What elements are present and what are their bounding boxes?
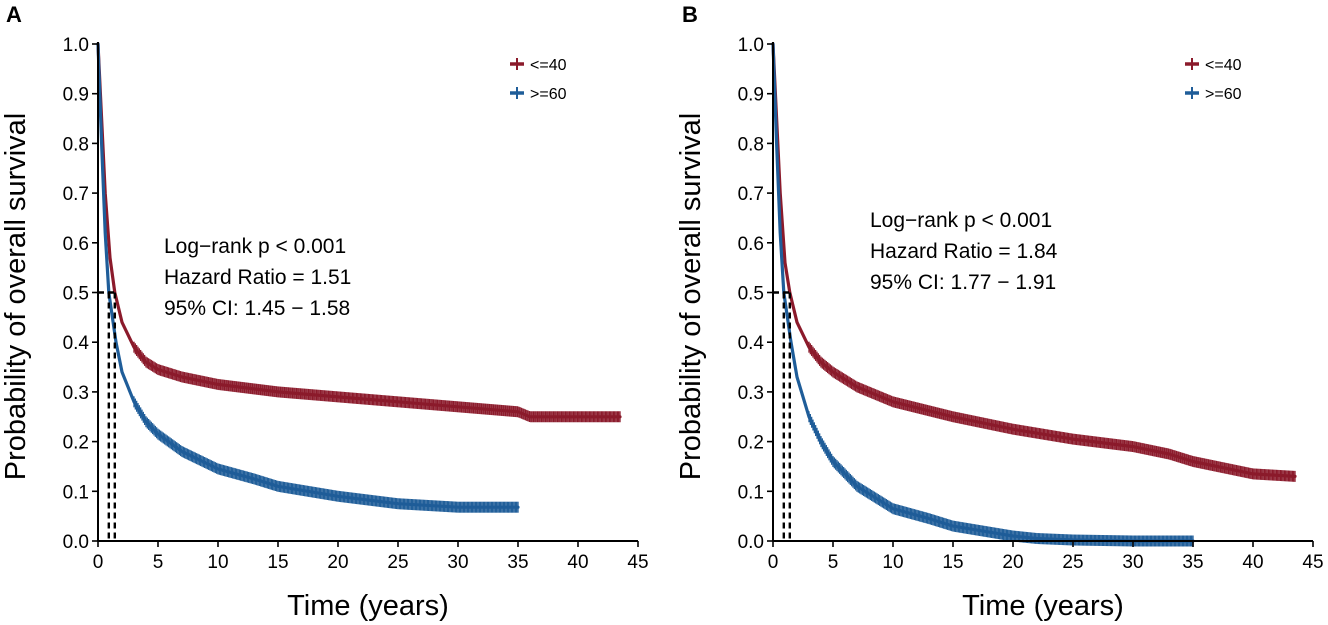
panel-letter: A (6, 2, 22, 27)
legend-item: <=40 (1185, 57, 1242, 74)
panel-a: A 0.0 0.1 0.2 0.3 0.4 0.5 0.6 0.7 0.8 0.9 1.0 0 5 10 15… (0, 2, 649, 622)
x-tick-label: 25 (1062, 552, 1083, 573)
y-tick-label: 0.9 (63, 85, 89, 106)
stat-annotation: 95% CI: 1.77 − 1.91 (870, 271, 1056, 294)
y-tick-label: 0.9 (738, 85, 764, 106)
y-tick-label: 0.0 (738, 532, 764, 553)
y-tick-label: 0.0 (63, 532, 89, 553)
x-tick-label: 5 (828, 552, 839, 573)
x-tick-label: 0 (93, 552, 104, 573)
series-ge60 (771, 42, 1195, 547)
y-tick-label: 0.5 (738, 284, 764, 305)
y-tick-label: 0.3 (63, 383, 89, 404)
y-tick-label: 0.6 (738, 234, 764, 255)
x-tick-label: 25 (387, 552, 408, 573)
y-tick-label: 1.0 (63, 35, 89, 56)
legend-item: >=60 (1185, 86, 1242, 103)
legend-item: <=40 (510, 57, 567, 74)
y-tick-label: 0.2 (63, 433, 89, 454)
y-tick-label: 0.1 (63, 482, 89, 503)
stat-annotation: 95% CI: 1.45 − 1.58 (164, 297, 350, 320)
x-tick-label: 45 (627, 552, 648, 573)
y-tick-label: 0.4 (63, 333, 90, 354)
x-tick-label: 40 (1242, 552, 1263, 573)
x-tick-label: 35 (1182, 552, 1203, 573)
x-tick-label: 20 (327, 552, 348, 573)
y-tick-label: 0.7 (738, 184, 764, 205)
legend-label: >=60 (1205, 86, 1242, 103)
x-axis-title: Time (years) (287, 590, 449, 622)
y-tick-label: 0.5 (63, 284, 89, 305)
series-ge60 (96, 42, 520, 513)
y-tick-label: 1.0 (738, 35, 764, 56)
x-tick-label: 20 (1002, 552, 1023, 573)
y-tick-label: 0.6 (63, 234, 89, 255)
stat-annotation: Log−rank p < 0.001 (870, 209, 1052, 232)
y-tick-label: 0.2 (738, 433, 764, 454)
y-tick-label: 0.3 (738, 383, 764, 404)
x-tick-label: 10 (882, 552, 903, 573)
stat-annotation: Hazard Ratio = 1.51 (164, 266, 351, 289)
legend-item: >=60 (510, 86, 567, 103)
stat-annotation: Log−rank p < 0.001 (164, 235, 346, 258)
y-tick-label: 0.8 (738, 134, 764, 155)
x-tick-label: 30 (447, 552, 468, 573)
x-tick-label: 15 (267, 552, 288, 573)
x-tick-label: 45 (1302, 552, 1323, 573)
series-le40 (771, 42, 1297, 482)
legend-label: <=40 (1205, 57, 1242, 74)
x-tick-label: 40 (567, 552, 588, 573)
y-axis-title: Probability of overall survival (675, 113, 707, 480)
x-tick-label: 10 (207, 552, 228, 573)
y-tick-label: 0.1 (738, 482, 764, 503)
y-tick-label: 0.7 (63, 184, 89, 205)
x-tick-label: 0 (768, 552, 779, 573)
stat-annotation: Hazard Ratio = 1.84 (870, 240, 1058, 263)
panel-b: B 0.0 0.1 0.2 0.3 0.4 0.5 0.6 0.7 0.8 0.9 1.0 0 5 10 15… (675, 2, 1324, 622)
x-tick-label: 5 (153, 552, 164, 573)
x-tick-label: 30 (1122, 552, 1143, 573)
x-tick-label: 15 (942, 552, 963, 573)
x-axis-title: Time (years) (962, 590, 1124, 622)
x-tick-label: 35 (507, 552, 528, 573)
y-tick-label: 0.8 (63, 134, 89, 155)
legend-label: <=40 (530, 57, 567, 74)
legend-label: >=60 (530, 86, 567, 103)
panel-letter: B (682, 2, 698, 27)
series-le40 (96, 42, 622, 423)
y-axis-title: Probability of overall survival (0, 113, 32, 480)
y-tick-label: 0.4 (738, 333, 765, 354)
